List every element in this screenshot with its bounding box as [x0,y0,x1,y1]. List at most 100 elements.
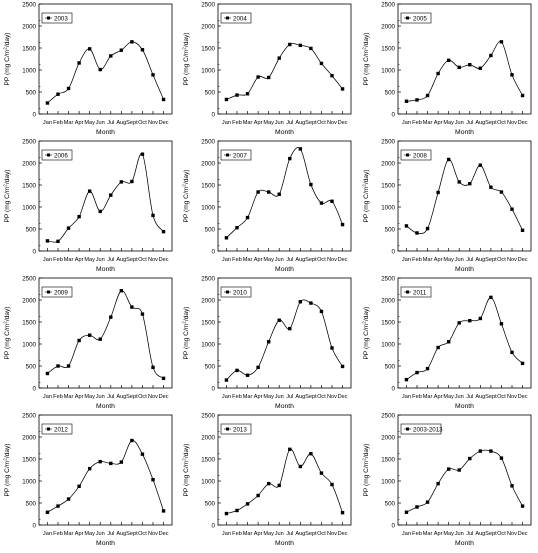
y-tick-label: 2500 [201,138,215,145]
series-line [47,290,164,379]
x-tick-label: May [263,531,274,537]
x-tick-label: Mar [64,120,74,126]
x-tick-label: Dec [159,257,169,263]
data-point [45,371,50,376]
y-tick-label: 1000 [201,478,215,485]
series-line [47,440,164,513]
x-tick-label: May [84,531,95,537]
x-tick-label: Jul [286,257,293,263]
legend-label: 2003 [54,16,68,23]
x-axis-title: Month [455,540,474,547]
x-tick-label: Aug [116,120,126,126]
legend-box [41,286,73,298]
y-tick-label: 1000 [22,67,36,74]
data-point [425,500,430,504]
data-point [478,163,483,167]
data-point [468,456,472,461]
data-point [446,467,451,471]
x-tick-label: Oct [138,257,147,263]
y-tick-label: 2000 [201,434,215,441]
y-tick-label: 1000 [381,478,395,485]
data-point [119,460,124,464]
y-tick-label: 1000 [201,204,215,211]
x-tick-label: Dec [518,394,528,400]
data-point [140,452,145,456]
data-point [66,86,71,91]
y-axis-title: PP (mg C/m2/day) [3,443,12,496]
x-tick-label: May [84,394,95,400]
y-tick-label: 2500 [201,1,215,8]
y-tick-label: 500 [385,226,396,233]
data-point [66,497,71,501]
y-axis-title: PP (mg C/m2/day) [362,306,371,359]
y-tick-label: 1000 [381,204,395,211]
series-line [226,448,343,514]
data-point [151,213,155,218]
data-point [520,93,525,98]
y-axis-title: PP (mg C/m2/day) [182,169,191,222]
data-point [520,361,525,366]
chart-panel-2003: 0 500 1000 1500 2000 2500 Jan Feb Mar Apr May Jun Ju… [0,0,179,137]
x-tick-label: May [263,120,274,126]
y-tick-label: 2000 [381,434,395,441]
x-tick-label: Apr [434,531,443,537]
plot-frame [38,140,173,252]
y-tick-label: 0 [33,111,37,118]
data-point [245,92,250,96]
legend-box [400,286,432,298]
x-tick-label: Oct [497,257,506,263]
plot-frame [397,3,532,115]
x-tick-label: Feb [232,120,242,126]
x-tick-label: Nov [507,120,517,126]
x-tick-label: Apr [254,531,263,537]
x-tick-label: Mar [423,394,433,400]
x-tick-label: Jan [222,257,231,263]
plot-frame [217,3,352,115]
y-tick-label: 1500 [201,319,215,326]
x-axis-title: Month [275,403,294,410]
data-point [319,471,324,475]
data-point [277,483,281,488]
x-tick-label: Oct [138,394,147,400]
series-line [226,43,343,100]
x-tick-label: Mar [423,120,433,126]
data-point [298,300,303,304]
y-tick-label: 2000 [381,297,395,304]
data-point [161,509,166,513]
x-tick-label: Jun [275,120,284,126]
data-point [109,193,113,197]
data-point [425,226,430,231]
y-axis-title: PP (mg C/m2/day) [362,32,371,85]
x-tick-label: Nov [148,531,158,537]
data-point [446,157,451,162]
chart-svg: 0 500 1000 1500 2000 2500 Jan Feb Mar Apr May Jun Ju… [362,409,532,547]
chart-panel-2010: 0 500 1000 1500 2000 2500 Jan Feb Mar Apr May Jun Ju… [179,272,358,411]
legend-box [400,423,442,435]
x-tick-label: Sept [305,257,317,263]
data-point [256,75,260,79]
data-point [277,318,281,322]
data-point [499,456,504,460]
x-tick-label: Aug [295,257,305,263]
x-tick-label: Apr [434,394,443,400]
y-tick-label: 1500 [22,456,36,463]
x-tick-label: Jun [455,531,464,537]
data-point [489,53,493,58]
data-point [298,147,303,151]
y-tick-label: 500 [385,363,396,370]
x-tick-label: Aug [295,120,305,126]
chart-svg: 0 500 1000 1500 2000 2500 Jan Feb Mar Apr May Jun Ju… [3,1,173,136]
data-point [425,93,430,98]
data-point [478,316,483,321]
x-tick-label: Jul [107,257,114,263]
x-tick-label: Sept [485,394,497,400]
x-axis-title: Month [96,540,115,547]
legend-label: 2013 [233,427,247,434]
data-point [56,504,60,508]
data-point [119,289,124,293]
x-tick-label: Jan [402,394,411,400]
data-point [309,182,313,187]
x-tick-label: Jan [43,531,52,537]
y-tick-label: 2500 [22,1,36,8]
series-line [47,41,164,104]
